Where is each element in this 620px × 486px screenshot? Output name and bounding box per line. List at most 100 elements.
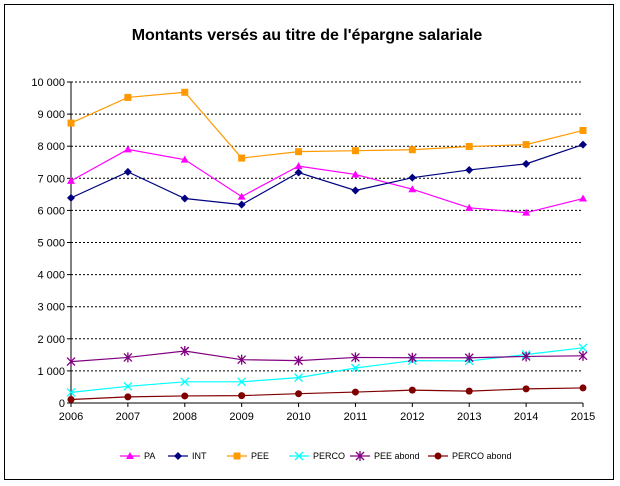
- data-point-perco-abond: [579, 384, 587, 392]
- data-point-pee: [124, 93, 132, 101]
- data-point-int: [465, 165, 474, 174]
- data-point-perco-abond: [238, 392, 246, 400]
- data-point-pa: [579, 194, 587, 202]
- legend-marker-int: [174, 452, 182, 460]
- data-point-perco: [66, 387, 76, 397]
- data-point-perco: [294, 373, 304, 383]
- data-point-perco: [123, 381, 133, 391]
- data-point-pee-abond: [237, 354, 247, 365]
- data-point-perco-abond: [408, 386, 416, 394]
- data-point-pee-abond: [407, 352, 417, 363]
- data-point-pee-abond: [578, 350, 588, 361]
- data-point-pee-abond: [350, 352, 360, 363]
- data-point-int: [294, 168, 303, 177]
- legend-label-pa: PA: [144, 451, 155, 461]
- x-tick-label: 2014: [514, 411, 538, 423]
- legend-label-perco: PERCO: [313, 451, 345, 461]
- data-point-int: [408, 173, 417, 182]
- data-point-pee-abond: [464, 352, 474, 363]
- y-tick-label: 8 000: [37, 141, 65, 153]
- data-point-int: [351, 186, 360, 195]
- data-point-int: [180, 194, 189, 203]
- x-tick-label: 2006: [59, 411, 83, 423]
- y-tick-label: 10 000: [31, 77, 65, 89]
- y-tick-label: 2 000: [37, 334, 65, 346]
- data-point-int: [237, 200, 246, 209]
- data-point-pa: [465, 203, 474, 211]
- data-point-pee-abond: [180, 345, 190, 356]
- data-point-perco-abond: [351, 388, 359, 396]
- series-line-pee: [70, 91, 584, 159]
- data-point-perco-abond: [465, 387, 473, 395]
- data-point-pa: [180, 155, 189, 163]
- data-point-perco: [350, 363, 360, 373]
- data-point-perco-abond: [522, 385, 530, 393]
- x-tick-label: 2012: [400, 411, 424, 423]
- data-point-pee: [465, 143, 473, 151]
- data-point-perco-abond: [295, 390, 303, 398]
- series-line-perco-abond: [70, 387, 584, 401]
- series-line-perco: [70, 347, 584, 394]
- data-point-perco-abond: [181, 392, 189, 400]
- y-tick-label: 1 000: [37, 366, 65, 378]
- data-point-perco: [578, 343, 588, 353]
- y-tick-label: 5 000: [37, 238, 65, 250]
- data-point-pa: [123, 145, 132, 153]
- y-tick-label: 3 000: [37, 302, 65, 314]
- y-tick-label: 9 000: [37, 109, 65, 121]
- y-tick-label: 6 000: [37, 205, 65, 217]
- data-point-pee: [238, 154, 246, 162]
- data-point-pee-abond: [123, 352, 133, 363]
- x-tick-label: 2015: [571, 411, 595, 423]
- data-point-pee: [67, 119, 75, 127]
- data-point-int: [522, 159, 531, 168]
- series-line-pee-abond: [70, 350, 584, 363]
- legend-marker-pee: [233, 452, 241, 460]
- plot-area: 0 1 000 2 000 3 000 4 000 5 000 6 000 7 000 8 00…: [31, 77, 595, 423]
- data-point-pa: [67, 176, 75, 184]
- chart-title: Montants versés au titre de l'épargne sa…: [132, 27, 483, 44]
- data-point-pee: [351, 147, 359, 155]
- x-tick-label: 2010: [286, 411, 310, 423]
- data-point-pee: [579, 126, 587, 134]
- data-point-pa: [237, 192, 246, 200]
- legend-marker-pee-abond: [355, 451, 365, 461]
- x-tick-label: 2007: [116, 411, 140, 423]
- data-point-pa: [408, 185, 417, 193]
- legend-marker-pa: [126, 452, 134, 459]
- series-line-pa: [70, 148, 584, 214]
- data-point-pa: [294, 162, 303, 170]
- data-point-pa: [522, 208, 531, 216]
- legend: PA INT PEE PERCO PEE abond PERCO abond: [120, 451, 512, 461]
- data-point-perco-abond: [124, 393, 132, 401]
- legend-label-pee: PEE: [251, 451, 269, 461]
- data-point-perco-abond: [67, 395, 75, 403]
- series-line-int: [70, 144, 584, 206]
- data-point-perco: [237, 377, 247, 387]
- legend-marker-perco-abond: [434, 452, 442, 460]
- data-point-pee: [295, 148, 303, 156]
- y-tick-label: 7 000: [37, 173, 65, 185]
- y-tick-label: 0: [59, 398, 65, 410]
- data-point-pa: [351, 170, 360, 178]
- data-point-int: [123, 167, 132, 176]
- data-point-pee: [408, 146, 416, 154]
- y-tick-label: 4 000: [37, 270, 65, 282]
- x-tick-label: 2011: [344, 411, 368, 423]
- data-point-pee: [181, 88, 189, 96]
- legend-label-int: INT: [192, 451, 207, 461]
- data-point-pee-abond: [294, 355, 304, 366]
- legend-label-perco-abond: PERCO abond: [452, 451, 512, 461]
- x-tick-label: 2013: [457, 411, 481, 423]
- data-point-pee-abond: [66, 356, 76, 367]
- x-tick-label: 2008: [173, 411, 197, 423]
- data-point-pee: [522, 141, 530, 149]
- data-point-perco: [180, 377, 190, 387]
- data-point-pee-abond: [521, 351, 531, 362]
- legend-label-pee-abond: PEE abond: [374, 451, 420, 461]
- data-point-int: [579, 140, 587, 149]
- legend-marker-perco: [294, 451, 304, 461]
- x-tick-label: 2009: [229, 411, 253, 423]
- data-point-int: [67, 193, 75, 202]
